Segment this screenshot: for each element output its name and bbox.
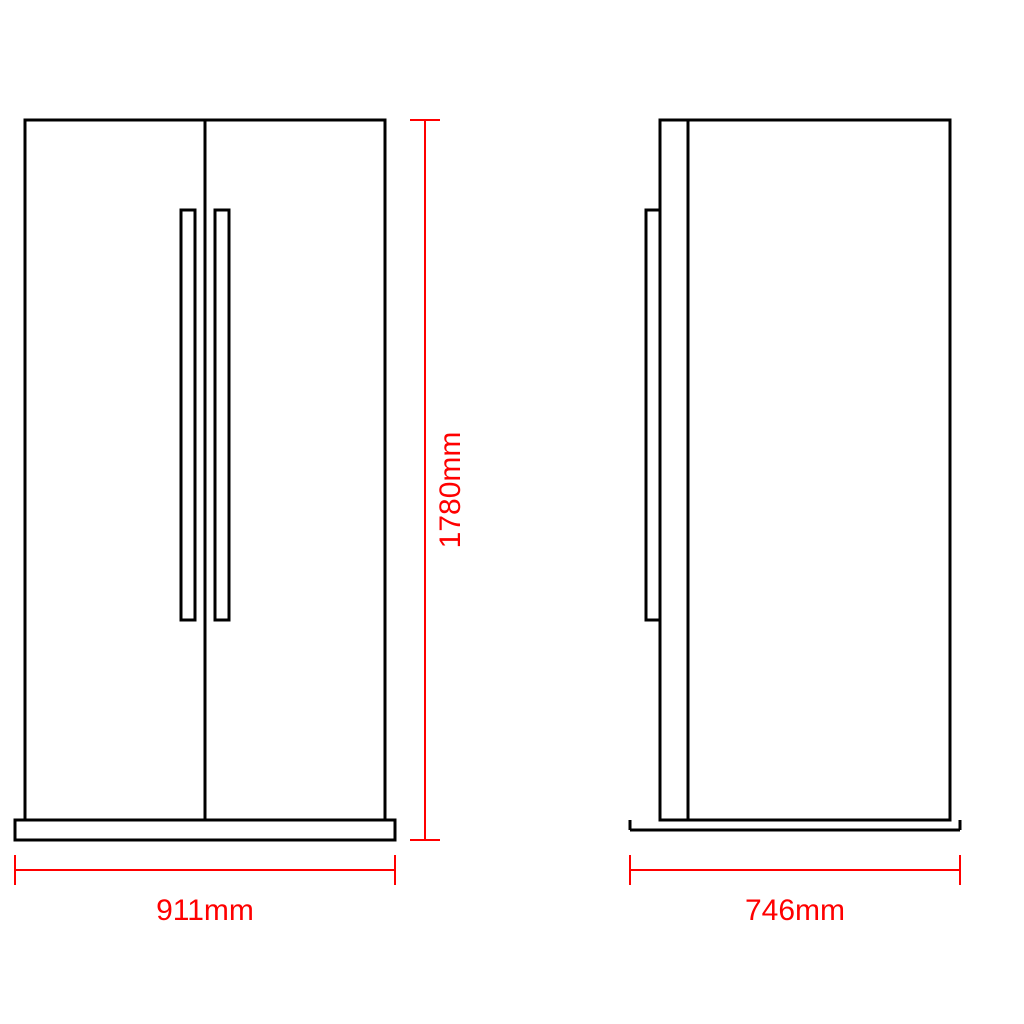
dimension-depth: 746mm: [630, 855, 960, 927]
dimension-width: 911mm: [15, 855, 395, 927]
dimension-height: 1780mm: [410, 120, 467, 840]
dimension-diagram: 1780mm 911mm 746mm: [0, 0, 1024, 1024]
height-label: 1780mm: [434, 432, 467, 549]
width-label: 911mm: [156, 894, 254, 927]
side-handle: [646, 210, 660, 620]
front-handle-left: [181, 210, 195, 620]
front-handle-right: [215, 210, 229, 620]
side-view: [630, 120, 960, 830]
front-view: [15, 120, 395, 840]
front-base: [15, 820, 395, 840]
side-body: [660, 120, 950, 820]
depth-label: 746mm: [745, 894, 845, 927]
